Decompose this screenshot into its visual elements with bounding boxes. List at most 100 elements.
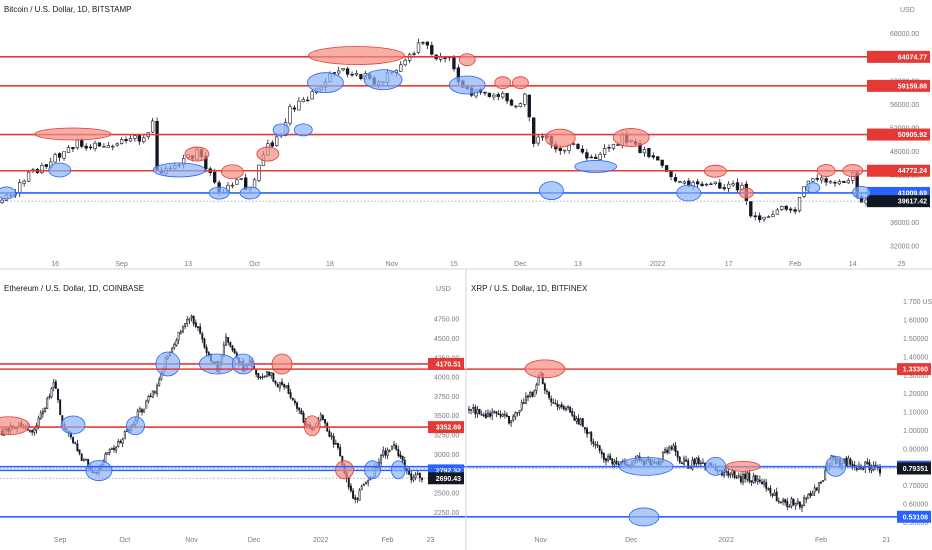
eth-candle-body	[421, 477, 423, 480]
xrp-candle-body	[693, 458, 696, 465]
xrp-candle-body	[855, 467, 858, 470]
xrp-level-price-tag	[897, 510, 931, 523]
btc-resistance-touch-marker	[842, 164, 864, 177]
btc-support-touch-marker	[539, 181, 564, 201]
btc-candle-body	[762, 216, 766, 220]
xrp-candle-body	[879, 467, 881, 474]
xrp-candle-body	[527, 395, 529, 398]
xrp-x-tick-label: Nov	[534, 537, 547, 544]
btc-x-tick-label: Nov	[386, 261, 399, 268]
eth-candle-body	[80, 453, 83, 461]
eth-candle-body	[298, 407, 301, 411]
btc-candle-body	[111, 145, 115, 148]
eth-candle-body	[143, 408, 146, 413]
xrp-candle-body	[535, 384, 538, 391]
eth-candle-body	[117, 440, 120, 448]
xrp-candle-body	[697, 457, 700, 465]
btc-chart-panel[interactable]: Bitcoin / U.S. Dollar, 1D, BITSTAMP USD …	[0, 5, 930, 268]
xrp-candle-body	[493, 411, 496, 413]
xrp-candle-body	[794, 503, 797, 506]
xrp-candle-body	[484, 413, 487, 419]
eth-candle-body	[281, 381, 283, 385]
xrp-candle-body	[765, 482, 768, 489]
eth-candle-body	[158, 379, 161, 386]
btc-candle-body	[310, 91, 314, 100]
xrp-chart-panel[interactable]: XRP / U.S. Dollar, 1D, BITFINEX 1.700 US…	[0, 284, 932, 544]
eth-support-touch-marker	[126, 416, 145, 436]
btc-last-price-tag	[867, 195, 930, 208]
eth-candle-body	[207, 352, 210, 356]
eth-candle-body	[39, 412, 42, 419]
eth-y-tick-label: 3250.00	[434, 433, 459, 440]
eth-resistance-touch-marker	[335, 460, 354, 480]
btc-x-tick-label: Oct	[249, 261, 260, 268]
xrp-candle-body	[480, 414, 483, 416]
xrp-support-touch-marker	[618, 456, 674, 476]
xrp-candle-body	[849, 458, 852, 465]
xrp-candle-body	[822, 480, 825, 482]
eth-candle-body	[121, 438, 124, 444]
xrp-candle-body	[670, 447, 673, 450]
btc-last-price-label: 39617.42	[898, 199, 927, 206]
xrp-candle-body	[567, 406, 570, 409]
xrp-x-tick-label: Dec	[625, 537, 638, 544]
xrp-candle-body	[550, 398, 553, 403]
btc-candle-body	[57, 153, 62, 158]
xrp-candle-body	[864, 461, 867, 469]
xrp-y-tick-label: 0.90000	[903, 446, 928, 453]
xrp-candle-body	[533, 390, 536, 397]
xrp-candle-body	[512, 415, 515, 421]
xrp-candle-body	[588, 432, 591, 434]
xrp-candle-body	[727, 471, 730, 476]
btc-candle-body	[80, 140, 84, 147]
xrp-y-tick-label: 1.60000	[903, 318, 928, 325]
xrp-last-price-tag	[897, 462, 931, 475]
xrp-candle-body	[546, 390, 548, 393]
eth-candle-body	[300, 410, 303, 415]
btc-candle-body	[501, 92, 505, 98]
btc-resistance-touch-marker	[256, 146, 280, 162]
xrp-candle-body	[803, 497, 806, 506]
eth-candle-body	[352, 490, 355, 499]
xrp-y-tick-label: 1.40000	[903, 354, 928, 361]
btc-candle-body	[509, 99, 514, 106]
btc-resistance-touch-marker	[703, 164, 727, 178]
xrp-candle-body	[678, 456, 681, 463]
eth-candle-body	[37, 417, 40, 427]
btc-x-tick-label: 13	[574, 261, 582, 268]
xrp-candle-body	[756, 478, 759, 482]
eth-candle-body	[82, 459, 85, 462]
xrp-candle-body	[472, 407, 475, 409]
eth-candle-body	[412, 477, 415, 481]
btc-candle-body	[793, 209, 797, 212]
btc-candle-body	[230, 184, 235, 187]
btc-candle-body	[713, 181, 718, 184]
btc-resistance-touch-marker	[184, 146, 210, 162]
eth-candle-body	[380, 455, 383, 464]
xrp-candle-body	[777, 500, 780, 503]
xrp-candle-body	[605, 458, 607, 462]
btc-support-touch-marker	[307, 72, 344, 94]
xrp-candle-body	[763, 480, 766, 485]
eth-last-price-tag	[428, 472, 464, 485]
xrp-candle-body	[813, 487, 816, 493]
xrp-candle-body	[609, 455, 612, 460]
eth-candle-body	[399, 454, 402, 458]
btc-candle-body	[341, 68, 345, 71]
xrp-candle-body	[575, 418, 578, 422]
btc-candle-body	[142, 137, 146, 142]
btc-candle-body	[93, 142, 97, 149]
eth-candle-body	[401, 456, 404, 461]
btc-candle-body	[40, 165, 44, 173]
btc-candle-body	[337, 70, 341, 74]
btc-candle-body	[771, 214, 775, 218]
eth-resistance-touch-marker	[0, 416, 30, 436]
btc-resistance-touch-marker	[816, 164, 836, 177]
btc-candle-body	[846, 180, 850, 184]
eth-candle-body	[184, 323, 187, 327]
xrp-candle-body	[565, 408, 567, 410]
eth-candle-body	[153, 391, 156, 393]
xrp-candle-body	[543, 383, 546, 391]
xrp-candle-body	[790, 498, 793, 507]
eth-candle-body	[386, 449, 389, 456]
